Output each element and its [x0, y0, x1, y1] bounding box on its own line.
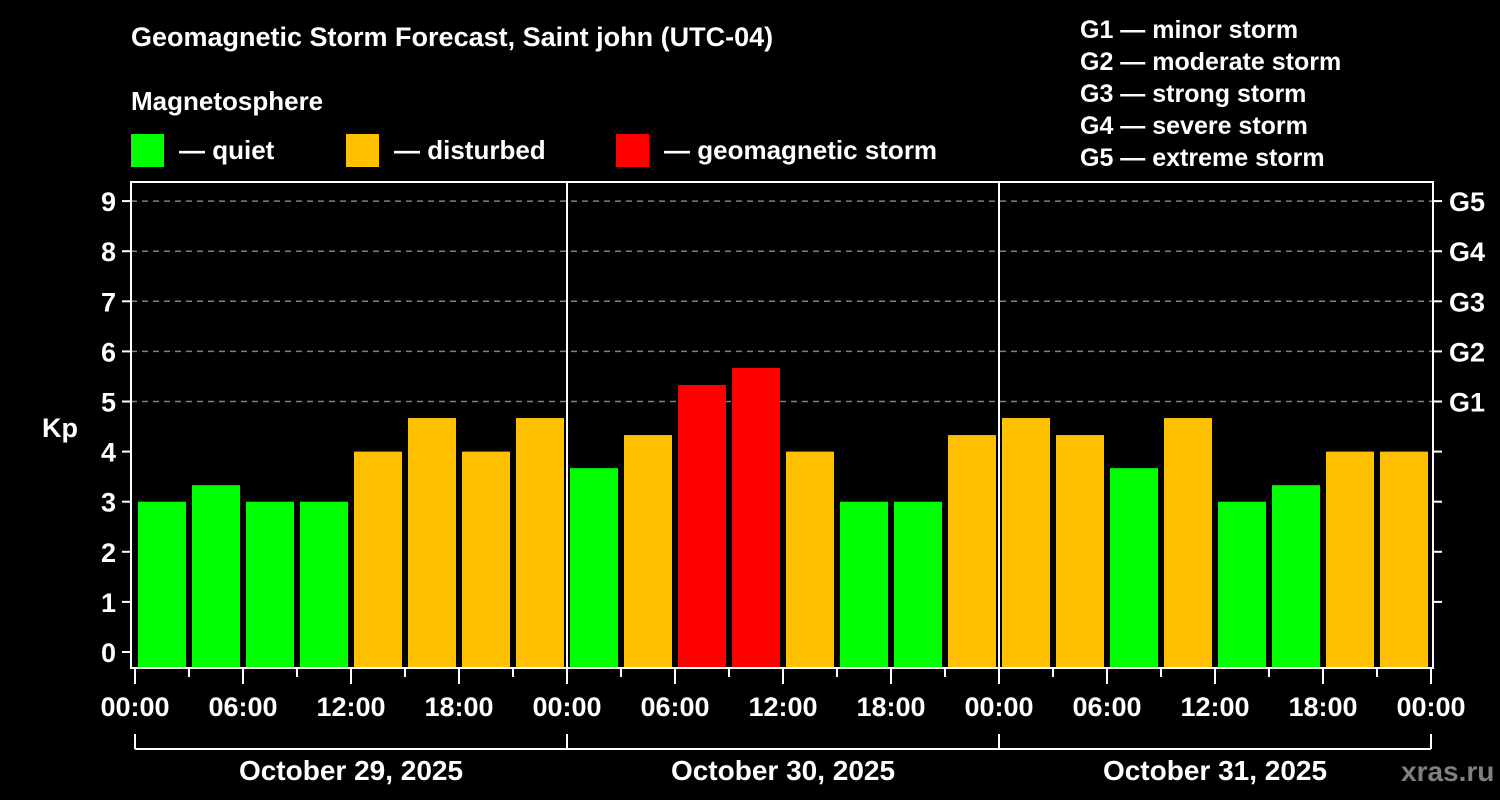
x-tick-label: 18:00	[424, 692, 493, 722]
date-label: October 29, 2025	[239, 755, 463, 786]
kp-bar-quiet	[1272, 485, 1320, 667]
kp-bar-disturbed	[1002, 418, 1050, 667]
kp-bar-disturbed	[1380, 451, 1428, 667]
legend-quiet-label: — quiet	[179, 135, 275, 165]
g5-description: G5 — extreme storm	[1080, 144, 1325, 172]
y-tick-label: 5	[101, 388, 116, 418]
legend-disturbed-label: — disturbed	[394, 135, 546, 165]
x-tick-label: 00:00	[532, 692, 601, 722]
kp-bar-disturbed	[516, 418, 564, 667]
x-tick-label: 12:00	[748, 692, 817, 722]
kp-bar-disturbed	[786, 451, 834, 667]
x-tick-label: 12:00	[316, 692, 385, 722]
kp-bar-disturbed	[462, 451, 510, 667]
g4-description: G4 — severe storm	[1080, 112, 1308, 140]
kp-bar-disturbed	[1056, 435, 1104, 667]
kp-bar-disturbed	[624, 435, 672, 667]
y-tick-label: 4	[101, 438, 116, 468]
x-tick-label: 00:00	[964, 692, 1033, 722]
x-tick-label: 06:00	[1072, 692, 1141, 722]
kp-bar-quiet	[570, 468, 618, 667]
kp-bar-quiet	[894, 501, 942, 667]
kp-bar-disturbed	[1164, 418, 1212, 667]
gridlines	[131, 200, 1433, 403]
x-tick-label: 00:00	[1396, 692, 1465, 722]
y-tick-label: 9	[101, 187, 116, 217]
y-tick-label: 1	[101, 588, 116, 618]
g-level-label: G5	[1449, 187, 1485, 217]
kp-bar-quiet	[1434, 485, 1482, 668]
legend-disturbed: — disturbed	[346, 134, 546, 167]
g-level-label: G2	[1449, 337, 1485, 367]
g2-description: G2 — moderate storm	[1080, 48, 1342, 76]
legend-storm: — geomagnetic storm	[616, 134, 937, 167]
g3-description: G3 — strong storm	[1080, 80, 1307, 108]
chart-title: Geomagnetic Storm Forecast, Saint john (…	[131, 22, 774, 52]
y-tick-label: 8	[101, 237, 116, 267]
kp-bar-disturbed	[1326, 451, 1374, 667]
disturbed-swatch	[346, 134, 379, 167]
x-tick-label: 18:00	[1288, 692, 1357, 722]
g-scale-legend: G1 — minor storm G2 — moderate storm G3 …	[1080, 14, 1341, 174]
y-tick-label: 6	[101, 337, 116, 367]
x-tick-label: 06:00	[208, 692, 277, 722]
date-label: October 30, 2025	[671, 755, 895, 786]
kp-bar-quiet	[246, 501, 294, 667]
y-tick-label: 2	[101, 538, 116, 568]
x-tick-label: 12:00	[1180, 692, 1249, 722]
kp-bar-storm	[732, 367, 780, 667]
bars	[138, 367, 1482, 668]
kp-bar-quiet	[1218, 501, 1266, 667]
kp-bar-disturbed	[408, 418, 456, 667]
kp-bar-disturbed	[354, 451, 402, 667]
watermark: xras.ru	[1401, 756, 1495, 787]
x-tick-label: 18:00	[856, 692, 925, 722]
kp-bar-storm	[678, 384, 726, 667]
kp-bar-disturbed	[948, 435, 996, 667]
legend-storm-label: — geomagnetic storm	[664, 135, 938, 165]
g-level-label: G4	[1449, 237, 1485, 267]
kp-bar-quiet	[1110, 468, 1158, 667]
y-tick-label: 0	[101, 638, 116, 668]
legend-title: Magnetosphere	[131, 86, 324, 116]
kp-bar-quiet	[192, 485, 240, 667]
kp-bar-quiet	[300, 501, 348, 667]
quiet-swatch	[131, 134, 164, 167]
x-tick-label: 06:00	[640, 692, 709, 722]
x-tick-label: 00:00	[100, 692, 169, 722]
g-level-label: G3	[1449, 287, 1485, 317]
axes	[122, 181, 1442, 750]
y-axis-title: Kp	[42, 413, 78, 443]
y-tick-label: 7	[101, 287, 116, 317]
legend-quiet: — quiet	[131, 134, 274, 167]
g-level-label: G1	[1449, 388, 1485, 418]
kp-bar-quiet	[840, 501, 888, 667]
storm-swatch	[616, 134, 649, 167]
y-tick-label: 3	[101, 488, 116, 518]
axis-labels: 0 1 2 3 4 5 6 7 8 9 G1 G2 G3 G4 G5 Kp 00:00 06:00 12:00 18:…	[42, 187, 1485, 786]
g1-description: G1 — minor storm	[1080, 16, 1299, 44]
kp-bar-quiet	[138, 501, 186, 667]
date-label: October 31, 2025	[1103, 755, 1327, 786]
